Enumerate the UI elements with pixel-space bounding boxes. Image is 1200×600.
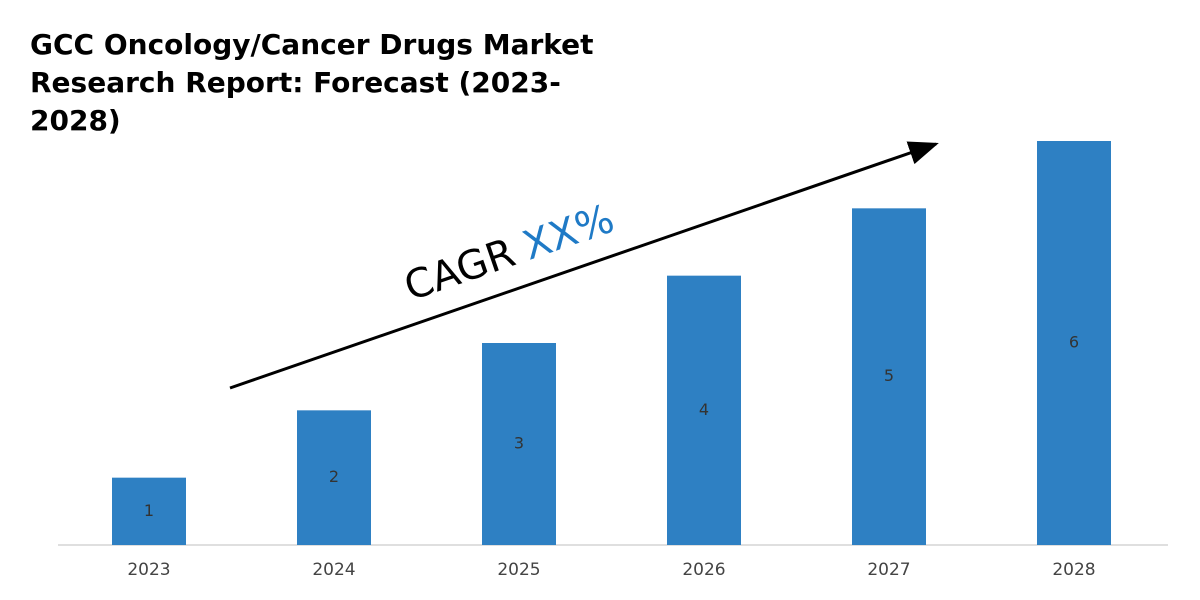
x-tick-label: 2028	[1052, 560, 1095, 580]
x-tick-label: 2026	[682, 560, 725, 580]
cagr-label: CAGR	[399, 230, 521, 310]
x-tick-label: 2025	[497, 560, 540, 580]
bar	[852, 208, 926, 546]
cagr-annotation: CAGRXX%	[399, 196, 620, 311]
bar	[667, 275, 741, 545]
value-label: 4	[699, 400, 709, 419]
value-label: 1	[144, 501, 154, 520]
x-tick-label: 2024	[312, 560, 355, 580]
bar	[297, 410, 371, 545]
value-label: 5	[884, 366, 894, 385]
chart-title: GCC Oncology/Cancer Drugs Market Researc…	[30, 28, 594, 137]
x-tick-label: 2023	[127, 560, 170, 580]
value-label: 6	[1069, 333, 1079, 352]
value-label: 3	[514, 434, 524, 453]
bar	[482, 343, 556, 545]
x-tick-label: 2027	[867, 560, 910, 580]
bar	[112, 477, 186, 545]
value-label: 2	[329, 467, 339, 486]
bar	[1037, 141, 1111, 545]
trend-arrow	[229, 141, 939, 390]
